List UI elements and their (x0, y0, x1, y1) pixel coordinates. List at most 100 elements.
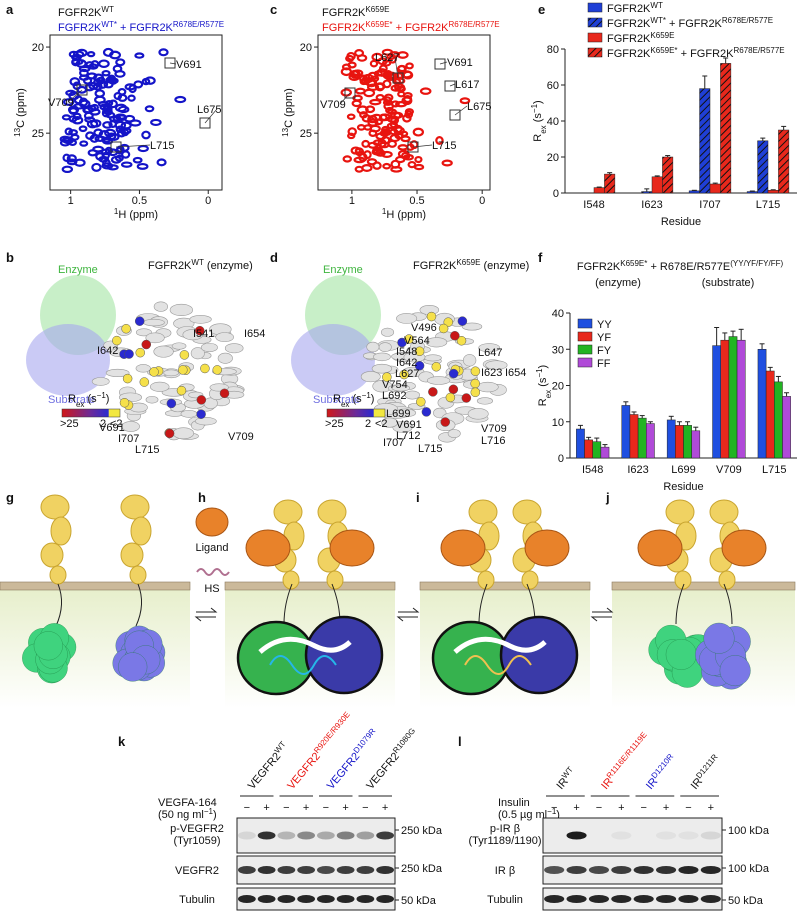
residue-label: V709 (228, 431, 254, 443)
peak-box (199, 117, 211, 129)
residue-label: L712 (396, 430, 420, 442)
bar (767, 190, 779, 194)
treatment-label: VEGFA-164 (158, 797, 217, 809)
error-bar (749, 190, 755, 192)
peak-box (164, 57, 176, 69)
band (316, 831, 335, 840)
scale-tick: <2 (110, 418, 123, 430)
legend-label: FGFR2KWT* + FGFR2KR678E/R577E (607, 16, 773, 31)
text-part: FGFR2K (58, 22, 102, 34)
residue-label: L647 (478, 347, 502, 359)
ectodomain (718, 570, 736, 590)
legend-swatch (577, 331, 593, 342)
x-tick-label: L715 (756, 199, 780, 211)
peak (112, 115, 122, 122)
bar (757, 349, 767, 459)
treatment-sign: + (618, 802, 624, 814)
text-part: (enzyme) (480, 260, 529, 272)
residue-sphere (139, 377, 150, 387)
y-tick-label: 60 (547, 80, 559, 92)
residue-label: V754 (382, 379, 408, 391)
peak (407, 160, 417, 169)
ribbon (200, 342, 218, 353)
legend-label: FGFR2KK659E (607, 31, 674, 46)
text-part: ) (556, 809, 560, 821)
peak (366, 78, 377, 88)
residue-sphere (200, 363, 210, 374)
bar (576, 428, 585, 459)
peak (66, 154, 77, 163)
bar (651, 176, 663, 194)
lane-header: IRD1210R (642, 752, 679, 792)
peak (94, 95, 106, 104)
hs-icon (196, 568, 230, 576)
ectodomain (665, 499, 695, 525)
peak (141, 77, 151, 86)
residue-sphere (382, 372, 392, 382)
peak (400, 135, 411, 143)
lane-header: VEGFR2R920E/R930E (283, 710, 355, 792)
peak (174, 95, 187, 104)
text-part: FGFR2K (607, 33, 651, 45)
band (700, 895, 721, 903)
x-tick-label: I707 (699, 199, 720, 211)
bar (641, 191, 653, 194)
y-tick-label: 25 (300, 128, 312, 140)
panel-label: k (118, 734, 126, 749)
legend-label: YY (597, 319, 612, 331)
residue-label: L715 (418, 443, 442, 455)
peak (158, 48, 169, 57)
residue-sphere (456, 335, 467, 346)
peak (355, 87, 366, 95)
peak (361, 114, 372, 123)
text-part: K659E (650, 31, 674, 40)
leader (339, 92, 351, 105)
peak (402, 113, 412, 123)
error-bar (714, 327, 720, 346)
ribbon (366, 341, 380, 353)
ectodomain (282, 570, 300, 590)
peak (346, 113, 356, 120)
x-tick-label: L715 (762, 464, 786, 476)
error-bar (702, 75, 708, 89)
peak (354, 165, 364, 173)
legend-swatch (577, 357, 593, 368)
error-bar (647, 421, 653, 424)
residue-label: V691 (99, 422, 125, 434)
peak (96, 76, 106, 85)
x-tick-label: L699 (671, 464, 695, 476)
ligand (245, 529, 291, 567)
residue-label: I654 (505, 367, 526, 379)
ribbon (169, 303, 194, 317)
band (588, 866, 610, 874)
residue-sphere (399, 369, 409, 380)
error-bar (602, 444, 608, 448)
text-part: (s (84, 393, 97, 405)
plot-frame (317, 34, 491, 191)
residue-sphere (196, 395, 207, 405)
y-tick-label: 0 (553, 188, 559, 200)
error-bar (738, 328, 744, 341)
text-part: VEGFR2 (325, 750, 362, 791)
peak (144, 76, 156, 85)
band (633, 866, 654, 874)
error-bar (623, 401, 629, 406)
peak (397, 144, 409, 151)
substrate-blob (26, 324, 110, 396)
ectodomain (120, 494, 150, 520)
error-bar (586, 436, 592, 440)
panel-label: j (605, 490, 610, 505)
peak (383, 93, 394, 102)
legend-swatch (577, 344, 593, 355)
panel-label: e (538, 2, 545, 17)
ribbon (404, 390, 420, 400)
text-part: FGFR2K (413, 260, 457, 272)
residue-sphere (149, 367, 159, 377)
x-tick-label: I548 (582, 464, 603, 476)
peak (382, 79, 392, 89)
bar (736, 339, 746, 459)
peak (372, 146, 384, 156)
error-bar (639, 415, 645, 419)
text-part: FGFR2K (607, 3, 651, 15)
band (356, 831, 375, 840)
